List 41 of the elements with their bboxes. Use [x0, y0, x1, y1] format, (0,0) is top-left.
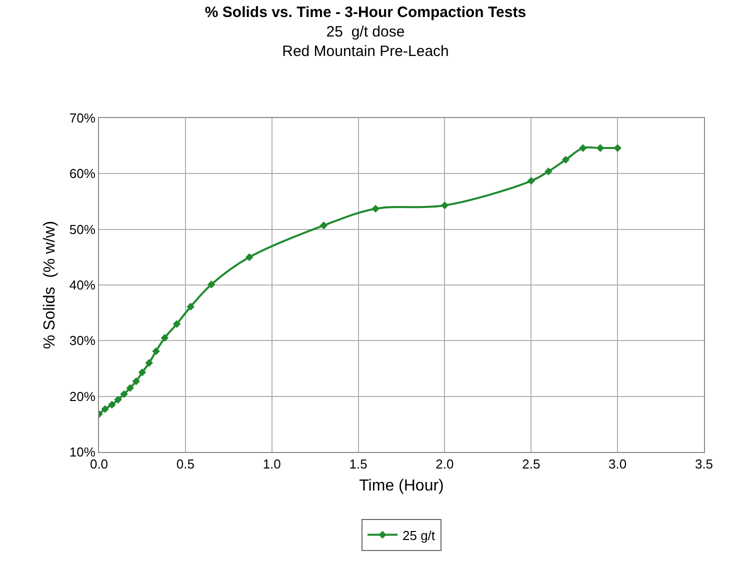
point	[245, 253, 254, 262]
point	[544, 168, 552, 176]
point	[172, 320, 181, 328]
y-axis-title: % Solids (% w/w)	[41, 220, 58, 350]
point	[152, 347, 160, 356]
point	[579, 144, 587, 152]
point	[138, 368, 146, 376]
y-tick-label: 30%	[69, 333, 96, 348]
point	[372, 204, 380, 213]
x-tick-label: 1.5	[349, 456, 368, 472]
y-tick-label: 20%	[69, 388, 96, 404]
y-tick-label: 60%	[69, 166, 96, 182]
point	[160, 334, 169, 342]
point	[596, 144, 604, 152]
x-tick-label: 1.0	[262, 456, 281, 472]
point	[114, 396, 122, 404]
x-tick-label: 3.0	[608, 456, 627, 472]
legend-label: 25 g/t	[402, 528, 436, 543]
chart-title: % Solids vs. Time - 3-Hour Compaction Tests	[204, 4, 526, 21]
x-tick-label: 2.5	[522, 456, 540, 472]
point	[132, 377, 140, 386]
point	[101, 405, 109, 414]
x-tick-label: 2.0	[436, 456, 454, 472]
point	[527, 177, 536, 185]
x-tick-label: 0.5	[176, 456, 194, 472]
point	[145, 359, 154, 367]
point	[120, 390, 128, 398]
point	[320, 222, 328, 230]
point	[108, 400, 116, 409]
point	[440, 202, 449, 210]
y-tick-label: 70%	[69, 110, 96, 126]
x-axis-title: Time (Hour)	[359, 477, 444, 494]
point	[614, 144, 622, 152]
x-tick-label: 3.5	[694, 456, 714, 472]
point	[562, 156, 570, 164]
y-tick-label: 50%	[69, 222, 96, 237]
y-tick-label: 40%	[69, 278, 96, 293]
point	[207, 280, 216, 288]
point	[126, 384, 134, 392]
point	[186, 302, 195, 311]
chart-subtitle: 25 g/t dose Red Mountain Pre-Leach	[282, 23, 449, 60]
